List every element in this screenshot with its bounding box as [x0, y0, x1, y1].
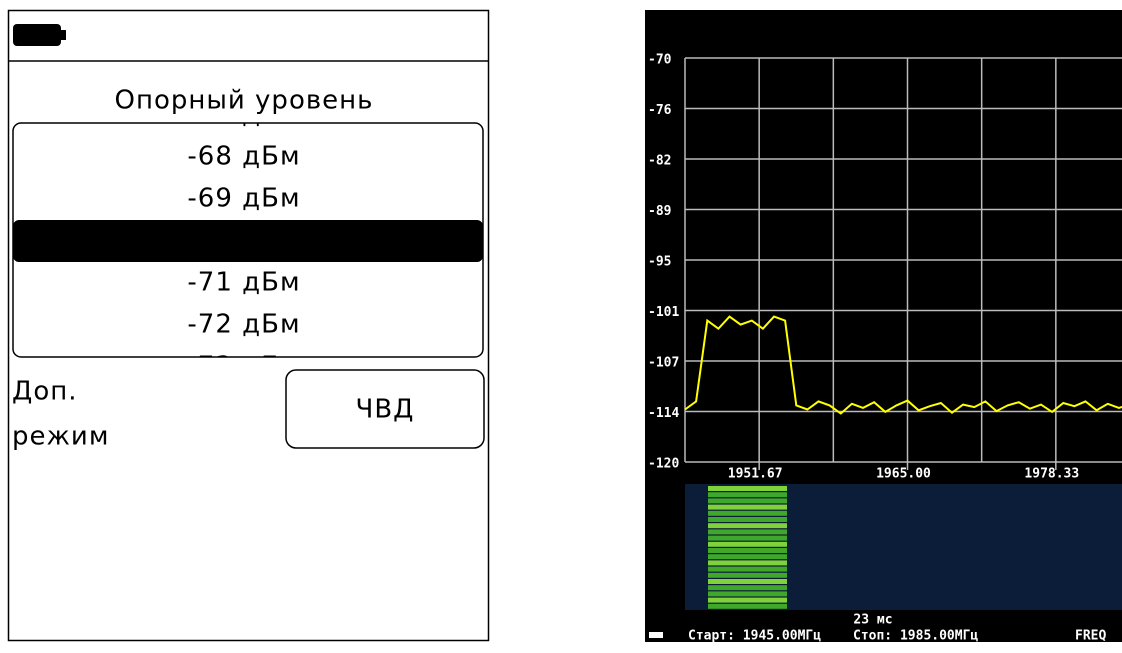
list-item[interactable]: -68 дБм [187, 142, 300, 172]
waterfall-stripe [708, 554, 787, 560]
waterfall-stripe [708, 498, 787, 504]
list-frame [12, 122, 484, 358]
y-tick-label: -114 [648, 406, 679, 421]
value-list[interactable]: -67 дБм -68 дБм -69 дБм -70 дБм -71 дБм -72 д… [13, 100, 483, 382]
waterfall-stripe [708, 523, 787, 529]
y-tick-label: -95 [648, 255, 671, 270]
status-start: Старт: 1945.00МГц [688, 629, 821, 644]
option-label: Доп. [12, 377, 77, 407]
waterfall-stripe [708, 541, 787, 547]
menu-title: Опорный уровень [114, 86, 373, 116]
waterfall-stripe [708, 517, 787, 522]
x-tick-label: 1951.67 [728, 467, 783, 482]
list-item[interactable]: -67 дБм [187, 100, 300, 130]
waterfall-stripe [708, 603, 787, 609]
waterfall-stripe [708, 572, 787, 578]
waterfall-stripe [708, 585, 787, 591]
waterfall-stripe [708, 566, 787, 572]
waterfall-stripe [708, 579, 787, 584]
waterfall-stripe [708, 486, 787, 491]
waterfall-stripe [708, 529, 787, 535]
trace [684, 315, 1122, 415]
status-icon [649, 632, 663, 638]
waterfall-stripe [708, 510, 787, 516]
menu-panel: Опорный уровень -67 дБм -68 дБм -69 дБм -70… [7, 9, 490, 642]
sweep-time: 23 мс [853, 613, 892, 628]
status-mode: FREQ [1075, 629, 1106, 644]
waterfall-stripe [708, 591, 787, 597]
y-tick-label: -70 [648, 53, 672, 68]
waterfall-stripe [708, 535, 787, 541]
list-item[interactable]: -69 дБм [187, 184, 300, 214]
x-tick-label: 1978.33 [1024, 467, 1079, 482]
y-tick-label: -76 [648, 103, 672, 118]
panel-frame [7, 9, 490, 642]
y-tick-label: -101 [648, 305, 679, 320]
y-tick-label: -82 [648, 154, 671, 169]
x-tick-label: 1965.00 [876, 467, 931, 482]
waterfall-stripe [708, 492, 787, 498]
waterfall-stripe [708, 504, 787, 510]
list-item[interactable]: -72 дБм [187, 310, 300, 340]
waterfall-stripe [708, 597, 787, 603]
battery-icon [13, 24, 61, 46]
list-item[interactable]: -70 дБм [187, 226, 300, 256]
list-item[interactable]: -73 дБм [187, 352, 300, 382]
list-item[interactable]: -71 дБм [187, 268, 300, 298]
option-label: режим [12, 422, 109, 452]
spectrum-panel: -70 -76 -82 -89 -95 -101 -107 -114 -120 1951.67 19… [645, 10, 1122, 644]
option-button-label[interactable]: ЧВД [356, 395, 415, 425]
selected-row[interactable] [13, 220, 483, 262]
waterfall-stripe [708, 548, 787, 553]
status-stop: Стоп: 1985.00МГц [853, 629, 978, 644]
y-tick-label: -107 [648, 356, 679, 371]
option-button[interactable] [285, 369, 485, 449]
waterfall-stripe [708, 560, 787, 566]
y-tick-label: -120 [648, 457, 679, 472]
battery-tip [61, 30, 66, 40]
y-tick-label: -89 [648, 204, 671, 219]
